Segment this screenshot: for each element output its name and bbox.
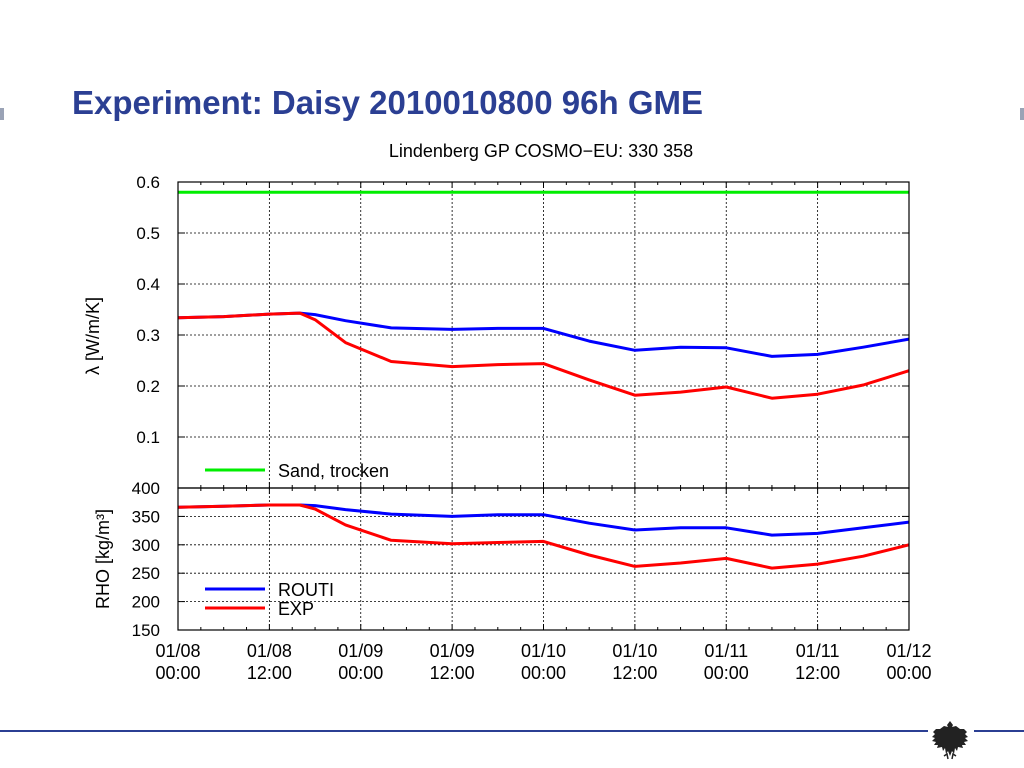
rho-ytick-label: 250 bbox=[132, 564, 160, 583]
rho-panel-frame bbox=[177, 487, 910, 631]
legend-label-routi: ROUTI bbox=[278, 580, 334, 600]
lambda-rho-chart: Lindenberg GP COSMO−EU: 330 358 0.10.20.… bbox=[83, 141, 932, 683]
rho-series-exp bbox=[177, 503, 910, 570]
lambda-ytick-label: 0.5 bbox=[136, 224, 160, 243]
lambda-panel-grid bbox=[177, 181, 910, 488]
x-tick-time: 12:00 bbox=[612, 663, 657, 683]
x-tick-date: 01/10 bbox=[521, 641, 566, 661]
lambda-ytick-label: 0.3 bbox=[136, 326, 160, 345]
lambda-axis-title: λ [W/m/K] bbox=[83, 297, 103, 375]
x-tick-time: 00:00 bbox=[155, 663, 200, 683]
x-tick-time: 00:00 bbox=[338, 663, 383, 683]
rho-ytick-label: 350 bbox=[132, 507, 160, 526]
x-tick-time: 00:00 bbox=[521, 663, 566, 683]
rho-ytick-label: 150 bbox=[132, 621, 160, 640]
edge-marker-left bbox=[0, 108, 4, 120]
x-tick-time: 00:00 bbox=[886, 663, 931, 683]
x-tick-date: 01/12 bbox=[886, 641, 931, 661]
x-tick-date: 01/08 bbox=[247, 641, 292, 661]
rho-axis-title: RHO [kg/m³] bbox=[93, 509, 113, 609]
legend-label-exp: EXP bbox=[278, 599, 314, 619]
x-tick-date: 01/09 bbox=[338, 641, 383, 661]
axis-labels: 0.1 0.2 0.3 0.4 0.5 0.6 150 200 250 300 350 400 01/0… bbox=[132, 173, 932, 683]
rho-ytick-label: 200 bbox=[132, 593, 160, 612]
x-tick-time: 12:00 bbox=[247, 663, 292, 683]
x-tick-time: 12:00 bbox=[795, 663, 840, 683]
rho-ytick-label: 400 bbox=[132, 479, 160, 498]
x-tick-date: 01/11 bbox=[796, 641, 840, 661]
rho-panel-series bbox=[177, 503, 910, 570]
footer-rule bbox=[0, 730, 928, 732]
x-tick-date: 01/08 bbox=[155, 641, 200, 661]
lambda-series-exp bbox=[177, 311, 910, 400]
federal-eagle-logo bbox=[932, 721, 968, 760]
rho-legend: ROUTI EXP bbox=[205, 580, 334, 619]
lambda-ytick-label: 0.6 bbox=[136, 173, 160, 192]
edge-marker-right bbox=[1020, 108, 1024, 120]
x-tick-time: 12:00 bbox=[430, 663, 475, 683]
x-tick-date: 01/11 bbox=[704, 641, 748, 661]
rho-ytick-label: 300 bbox=[132, 536, 160, 555]
lambda-legend: Sand, trocken bbox=[205, 461, 389, 481]
lambda-panel-series bbox=[177, 190, 910, 400]
x-tick-date: 01/10 bbox=[612, 641, 657, 661]
legend-label-sand-trocken: Sand, trocken bbox=[278, 461, 389, 481]
lambda-ytick-label: 0.4 bbox=[136, 275, 160, 294]
x-tick-date: 01/09 bbox=[430, 641, 475, 661]
x-tick-time: 00:00 bbox=[704, 663, 749, 683]
slide-title: Experiment: Daisy 2010010800 96h GME bbox=[72, 84, 704, 121]
chart-title: Lindenberg GP COSMO−EU: 330 358 bbox=[389, 141, 693, 161]
lambda-ytick-label: 0.2 bbox=[136, 377, 160, 396]
footer-rule-right bbox=[974, 730, 1024, 732]
lambda-ytick-label: 0.1 bbox=[136, 428, 160, 447]
